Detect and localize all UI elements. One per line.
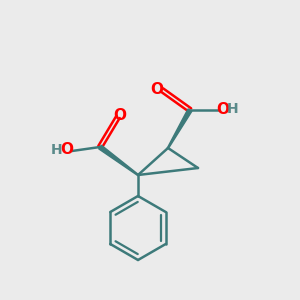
Polygon shape: [99, 145, 138, 175]
Text: O: O: [151, 82, 164, 97]
Polygon shape: [167, 109, 192, 148]
Text: O: O: [61, 142, 74, 158]
Text: O: O: [217, 101, 230, 116]
Text: H: H: [51, 143, 63, 157]
Text: H: H: [227, 102, 239, 116]
Text: O: O: [113, 107, 127, 122]
